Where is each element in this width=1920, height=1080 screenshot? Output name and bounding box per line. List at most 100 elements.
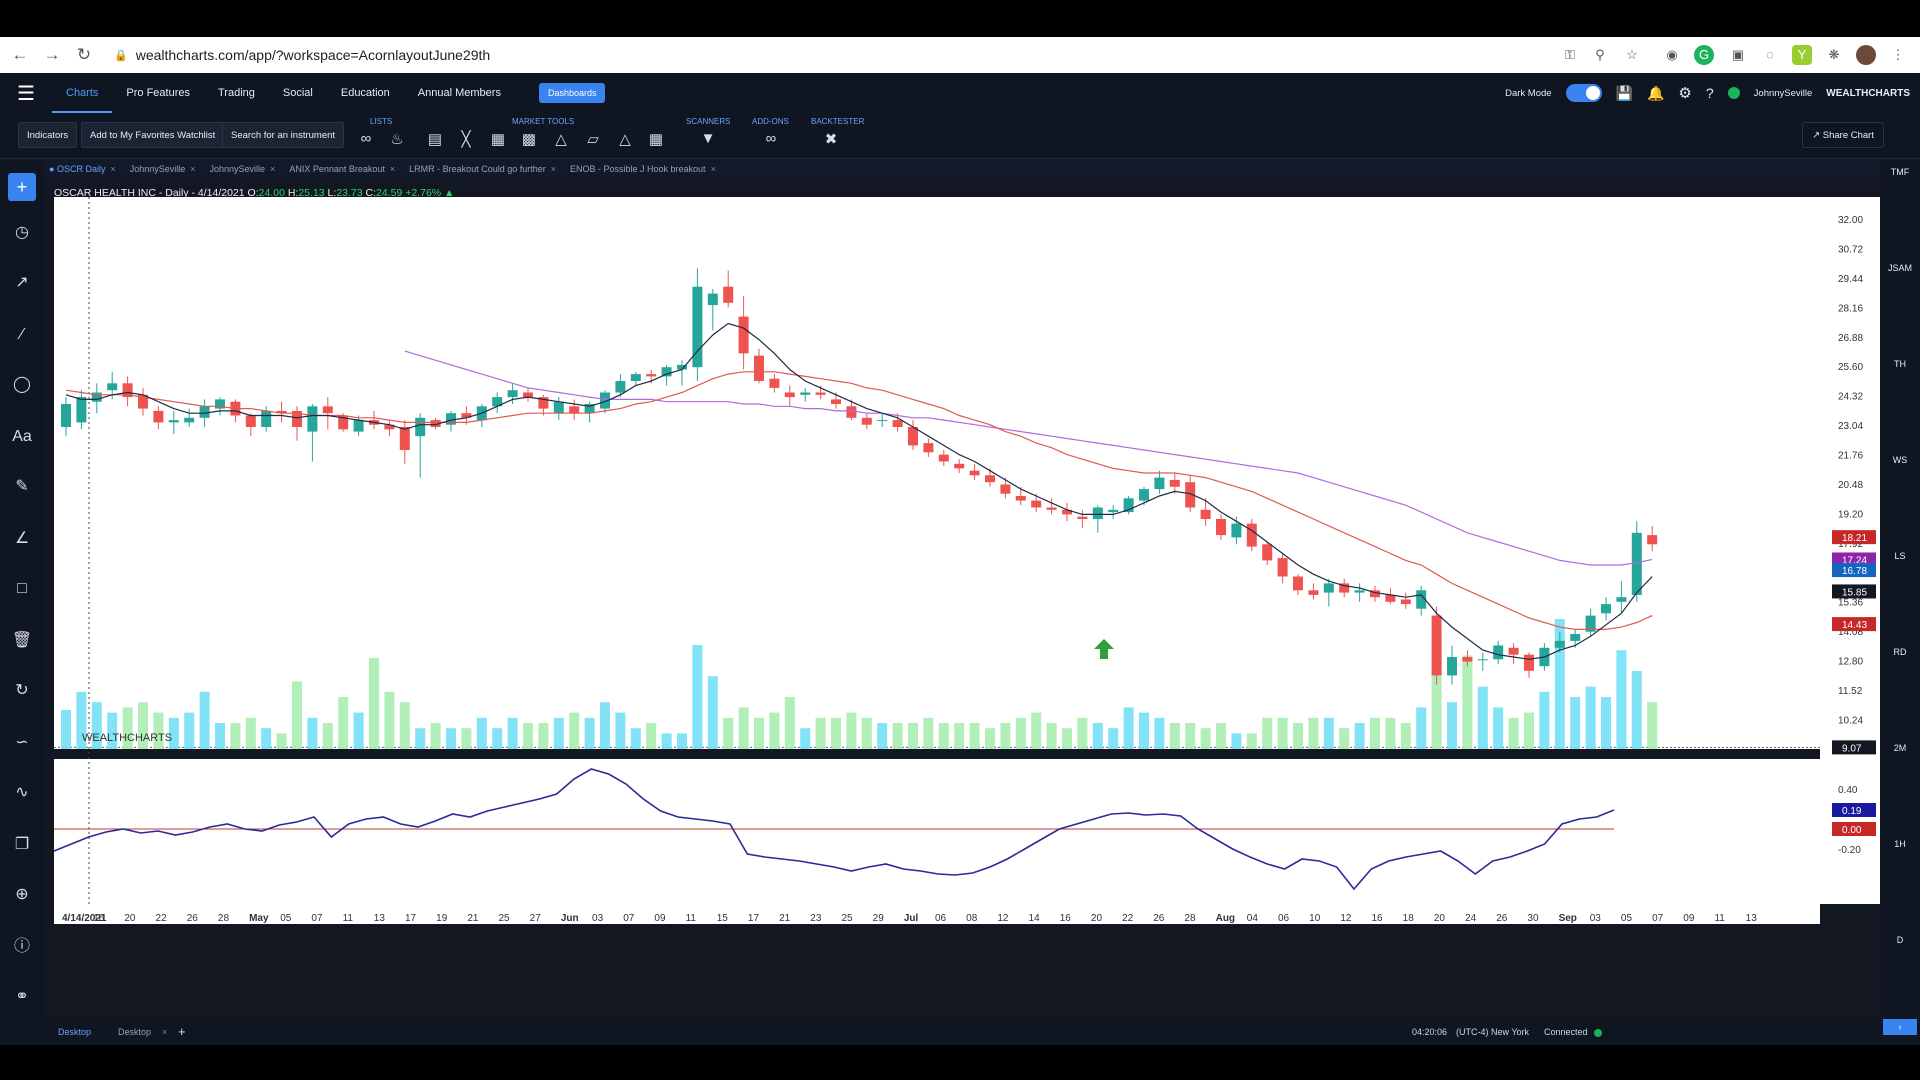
close-icon[interactable]: × xyxy=(270,164,276,174)
tab-annual-members[interactable]: Annual Members xyxy=(417,87,501,99)
angle-tool-icon[interactable]: ∠ xyxy=(14,530,30,547)
close-icon[interactable]: × xyxy=(550,164,556,174)
trend-line-icon[interactable]: ↗ xyxy=(15,274,29,291)
expand-arrow-icon[interactable]: › xyxy=(1883,1019,1917,1035)
shape-tool-icon[interactable]: ◯ xyxy=(13,376,31,393)
glasses-icon[interactable]: ∞ xyxy=(360,130,372,147)
star-icon[interactable]: ☆ xyxy=(1626,47,1638,62)
line-chart-icon[interactable]: ∽ xyxy=(15,734,29,751)
watchlist-symbol[interactable]: TMF xyxy=(1890,167,1910,177)
indicators-button[interactable]: Indicators xyxy=(18,122,78,148)
forward-icon[interactable]: → xyxy=(43,45,61,64)
watchlist-symbol[interactable]: 1H xyxy=(1894,839,1906,849)
volume-bar xyxy=(384,691,395,749)
alert2-icon[interactable]: ▱ xyxy=(587,131,599,148)
bell-icon[interactable]: 🔔 xyxy=(1646,84,1665,101)
price-chart[interactable]: 32.00 30.72 29.44 28.16 26.88 25.60 24.32 23.04… xyxy=(44,179,1880,1021)
extension-icon[interactable]: ◉ xyxy=(1666,47,1678,62)
tab-pro-features[interactable]: Pro Features xyxy=(126,87,190,99)
chart-tab[interactable]: ANIX Pennant Breakout × xyxy=(284,164,400,174)
tab-education[interactable]: Education xyxy=(340,87,390,99)
chart-tab[interactable]: ENOB - Possible J Hook breakout × xyxy=(565,164,721,174)
close-icon[interactable]: × xyxy=(162,1027,168,1037)
watchlist-symbol[interactable]: WS xyxy=(1892,455,1908,465)
tab-charts[interactable]: Charts xyxy=(52,73,113,113)
key-icon[interactable]: ⚿ xyxy=(1565,47,1575,62)
ruler-icon[interactable]: □ xyxy=(17,580,27,597)
calendar-icon[interactable]: ▦ xyxy=(490,131,506,148)
add-favorites-button[interactable]: Add to My Favorites Watchlist xyxy=(81,122,225,148)
search-instrument-button[interactable]: Search for an instrument xyxy=(222,122,345,148)
extension4-icon[interactable]: Y xyxy=(1792,45,1812,65)
refresh-icon[interactable]: ↻ xyxy=(15,682,29,699)
crosshair-icon[interactable]: ⊕ xyxy=(15,886,29,903)
trash-icon[interactable]: 🗑 xyxy=(11,632,33,649)
kebab-menu-icon[interactable]: ⋮ xyxy=(1891,47,1905,62)
grammarly-icon[interactable]: G xyxy=(1694,45,1714,65)
close-icon[interactable]: × xyxy=(389,164,396,174)
profile-avatar[interactable] xyxy=(1856,45,1876,65)
chart-tab[interactable]: JohnnySeville × xyxy=(205,164,281,174)
x-tick-label: 07 xyxy=(623,913,635,924)
reload-icon[interactable]: ↻ xyxy=(76,45,92,64)
volume-bar xyxy=(1277,717,1288,749)
extension3-icon[interactable]: ◌ xyxy=(1766,47,1774,62)
tab-trading[interactable]: Trading xyxy=(218,87,255,99)
info-icon[interactable]: ⓘ xyxy=(13,938,30,955)
candle-body xyxy=(461,413,472,418)
globe-icon[interactable]: ⚭ xyxy=(15,988,29,1005)
tab-social[interactable]: Social xyxy=(282,87,313,99)
price-label-box xyxy=(1832,530,1876,545)
network-icon[interactable]: ▦ xyxy=(648,131,664,148)
chart-tab[interactable]: JohnnySeville × xyxy=(125,164,201,174)
watchlist-symbol[interactable]: TH xyxy=(1894,359,1906,369)
back-icon[interactable]: ← xyxy=(11,45,29,64)
x-tick-label: 20 xyxy=(1434,913,1446,924)
alert-icon[interactable]: △ xyxy=(555,131,567,148)
add-icon[interactable]: + xyxy=(8,173,36,201)
watchlist-symbol[interactable]: JSAM xyxy=(1887,263,1912,273)
save-icon[interactable]: 💾 xyxy=(1615,84,1633,101)
indicator-icon[interactable]: ∿ xyxy=(15,784,29,801)
dashboards-button[interactable]: Dashboards xyxy=(538,83,606,103)
alert3-icon[interactable]: △ xyxy=(619,131,631,148)
desktop-tab[interactable]: Desktop xyxy=(58,1027,92,1037)
watchlist-symbol[interactable]: D xyxy=(1896,935,1904,945)
close-icon[interactable]: × xyxy=(710,164,716,174)
desktop-tab[interactable]: Desktop xyxy=(118,1027,152,1037)
hamburger-menu-icon[interactable]: ☰ xyxy=(17,82,35,105)
layers-icon[interactable]: ❐ xyxy=(14,836,30,853)
puzzle-icon[interactable]: ❋ xyxy=(1828,47,1840,62)
filter-icon[interactable]: ▼ xyxy=(700,130,716,147)
chart-tab[interactable]: ● OSCR Daily × xyxy=(49,164,116,174)
zoom-icon[interactable]: ⚲ xyxy=(1595,47,1605,62)
line-tool-icon[interactable]: ∕ xyxy=(20,326,24,343)
chart-tool-icon[interactable]: ╳ xyxy=(461,131,471,148)
volume-bar xyxy=(985,728,995,749)
pencil-icon[interactable]: ✎ xyxy=(15,478,29,495)
chart-tab[interactable]: LRMR - Breakout Could go further × xyxy=(404,164,561,174)
extension2-icon[interactable]: ▣ xyxy=(1731,47,1745,62)
clock-icon[interactable]: ◷ xyxy=(15,224,29,241)
close-icon[interactable]: × xyxy=(190,164,196,174)
username[interactable]: JohnnySeville xyxy=(1753,87,1813,99)
watchlist-symbol[interactable]: 2M xyxy=(1893,743,1907,753)
address-bar[interactable]: 🔒 wealthcharts.com/app/?workspace=Acornl… xyxy=(114,47,490,63)
news-icon[interactable]: ▤ xyxy=(427,131,443,148)
calculator-icon[interactable]: ▩ xyxy=(521,131,537,148)
watchlist-symbol[interactable]: LS xyxy=(1894,551,1906,561)
share-chart-button[interactable]: ↗ Share Chart xyxy=(1802,122,1884,148)
add-tab-icon[interactable]: + xyxy=(178,1024,186,1039)
backtester-icon[interactable]: ✖ xyxy=(824,131,838,148)
link-icon[interactable]: ∞ xyxy=(765,130,777,147)
volume-bar xyxy=(661,733,672,749)
help-icon[interactable]: ? xyxy=(1705,85,1714,101)
timezone[interactable]: (UTC-4) New York xyxy=(1456,1027,1530,1037)
dark-mode-toggle[interactable] xyxy=(1565,84,1602,102)
watchlist-symbol[interactable]: RD xyxy=(1893,647,1907,657)
text-tool-icon[interactable]: Aa xyxy=(12,428,32,445)
close-icon[interactable]: × xyxy=(110,164,116,174)
flame-icon[interactable]: ♨ xyxy=(390,131,404,148)
moving-average-fast xyxy=(65,322,1653,660)
gear-icon[interactable]: ⚙ xyxy=(1678,85,1692,102)
